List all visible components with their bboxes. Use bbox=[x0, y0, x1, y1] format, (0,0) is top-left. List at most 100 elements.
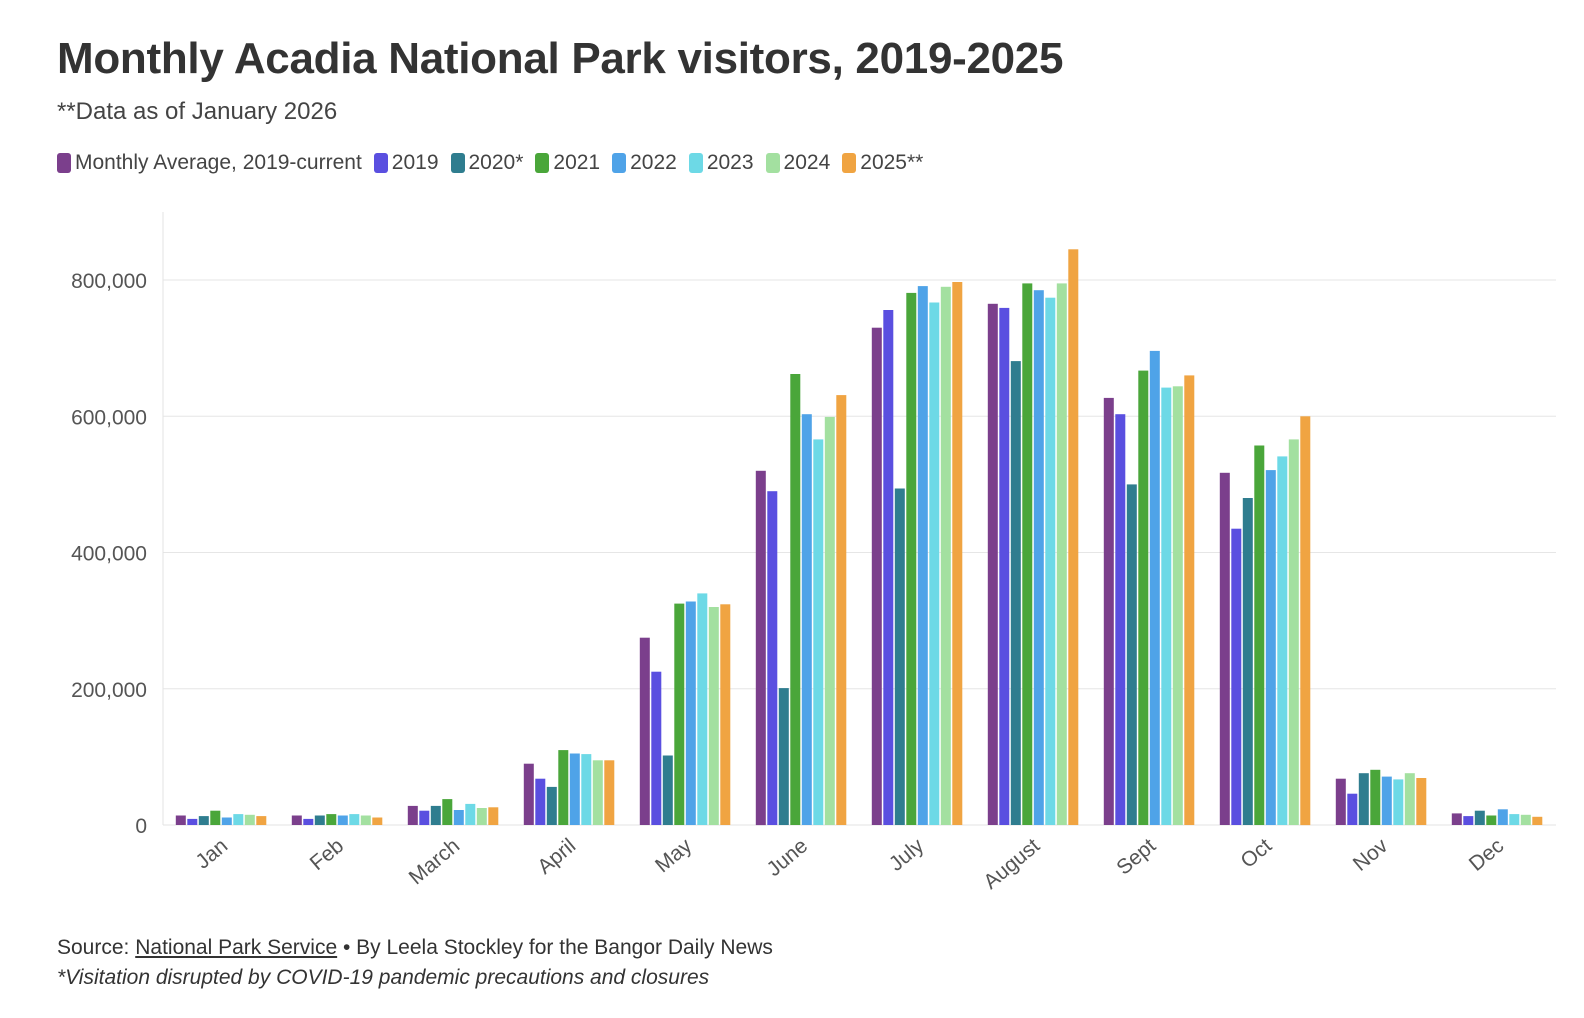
bar bbox=[929, 302, 940, 825]
legend-swatch bbox=[842, 153, 857, 173]
bar bbox=[198, 816, 209, 825]
bar bbox=[1172, 386, 1183, 825]
legend-label: 2023 bbox=[706, 151, 754, 174]
bar bbox=[419, 810, 430, 825]
x-tick-label: August bbox=[979, 834, 1044, 894]
bar bbox=[952, 282, 963, 825]
source-suffix: • By Leela Stockley for the Bangor Daily… bbox=[337, 936, 773, 959]
chart-title: Monthly Acadia National Park visitors, 2… bbox=[57, 34, 1064, 83]
x-tick-label: June bbox=[763, 834, 813, 881]
bar bbox=[546, 786, 557, 825]
bar bbox=[801, 414, 812, 825]
legend-swatch bbox=[612, 153, 627, 173]
bar bbox=[1463, 816, 1474, 825]
bar bbox=[1219, 472, 1230, 825]
bar bbox=[558, 750, 569, 825]
x-tick-label: Sept bbox=[1112, 834, 1160, 879]
bar bbox=[940, 286, 951, 825]
bar bbox=[1022, 283, 1033, 825]
bar bbox=[604, 760, 615, 825]
bar bbox=[256, 816, 267, 825]
legend: Monthly Average, 2019-current 2019 2020* 20… bbox=[57, 151, 935, 175]
bar bbox=[1184, 375, 1195, 825]
legend-item: 2022 bbox=[612, 151, 677, 175]
bar bbox=[1347, 793, 1358, 825]
bar bbox=[767, 491, 778, 825]
bar bbox=[824, 416, 835, 825]
bar bbox=[1231, 528, 1242, 825]
legend-label: 2025** bbox=[860, 151, 924, 174]
legend-label: 2024 bbox=[783, 151, 831, 174]
x-tick-label: Jan bbox=[191, 834, 232, 873]
bar bbox=[1416, 778, 1427, 825]
bar bbox=[987, 303, 998, 825]
bar-chart: 0 200,000 400,000 600,000 800,000 Jan Feb March… bbox=[71, 212, 1556, 894]
bar bbox=[708, 607, 719, 825]
bar bbox=[1520, 814, 1531, 825]
legend-label: 2022 bbox=[630, 151, 677, 174]
bar bbox=[569, 753, 580, 825]
bar bbox=[1161, 387, 1172, 825]
bar bbox=[1393, 779, 1404, 825]
legend-swatch bbox=[535, 153, 550, 173]
legend-swatch bbox=[688, 153, 703, 173]
legend-swatch bbox=[57, 153, 71, 173]
bar bbox=[1056, 283, 1067, 825]
legend-item: 2019 bbox=[373, 151, 439, 175]
bar bbox=[1068, 249, 1079, 826]
chart-subtitle: **Data as of January 2026 bbox=[57, 98, 338, 125]
bar bbox=[1149, 350, 1160, 825]
legend-item: 2023 bbox=[688, 151, 754, 175]
bar bbox=[233, 814, 244, 825]
bar bbox=[1288, 439, 1299, 825]
bar bbox=[836, 395, 847, 825]
bar bbox=[1103, 397, 1114, 825]
x-tick-label: May bbox=[651, 834, 697, 877]
bar bbox=[1358, 773, 1369, 825]
bar bbox=[778, 688, 789, 825]
bar bbox=[372, 817, 383, 825]
bar bbox=[430, 805, 441, 825]
source-link[interactable]: National Park Service bbox=[135, 936, 338, 959]
legend-swatch bbox=[373, 153, 388, 173]
bar bbox=[523, 763, 534, 825]
bar bbox=[790, 374, 801, 825]
bar bbox=[871, 327, 882, 825]
bar bbox=[720, 604, 731, 825]
bar bbox=[314, 815, 325, 825]
bar bbox=[1300, 416, 1311, 826]
bar bbox=[407, 805, 418, 825]
bar bbox=[906, 292, 917, 825]
bar bbox=[1242, 498, 1253, 825]
legend-item: 2024 bbox=[765, 151, 831, 175]
x-tick-label: Dec bbox=[1465, 834, 1508, 876]
source-prefix: Source: bbox=[57, 936, 136, 959]
bar bbox=[337, 815, 348, 825]
x-tick-label: Oct bbox=[1236, 834, 1276, 873]
legend-label: 2019 bbox=[391, 151, 439, 174]
bar bbox=[1033, 290, 1044, 825]
bar bbox=[1265, 470, 1276, 825]
bar bbox=[1404, 773, 1415, 825]
y-tick-label: 600,000 bbox=[71, 406, 147, 429]
bar bbox=[465, 803, 476, 825]
bar bbox=[1497, 809, 1508, 825]
bar bbox=[535, 778, 546, 825]
bar bbox=[1138, 370, 1149, 825]
bar bbox=[1115, 414, 1126, 825]
legend-swatch bbox=[450, 153, 465, 173]
bar bbox=[697, 593, 708, 825]
bar bbox=[662, 755, 673, 825]
bar bbox=[360, 815, 371, 825]
bar bbox=[581, 754, 592, 825]
bar bbox=[674, 603, 685, 825]
bar bbox=[1381, 776, 1392, 825]
source-line: Source: National Park Service • By Leela… bbox=[57, 936, 773, 960]
bar bbox=[349, 814, 360, 825]
x-tick-label: April bbox=[533, 834, 580, 879]
x-tick-label: Nov bbox=[1349, 834, 1393, 876]
bar bbox=[755, 470, 766, 826]
bar bbox=[1126, 484, 1137, 825]
legend-item: 2020* bbox=[450, 151, 523, 175]
bar bbox=[685, 601, 696, 825]
